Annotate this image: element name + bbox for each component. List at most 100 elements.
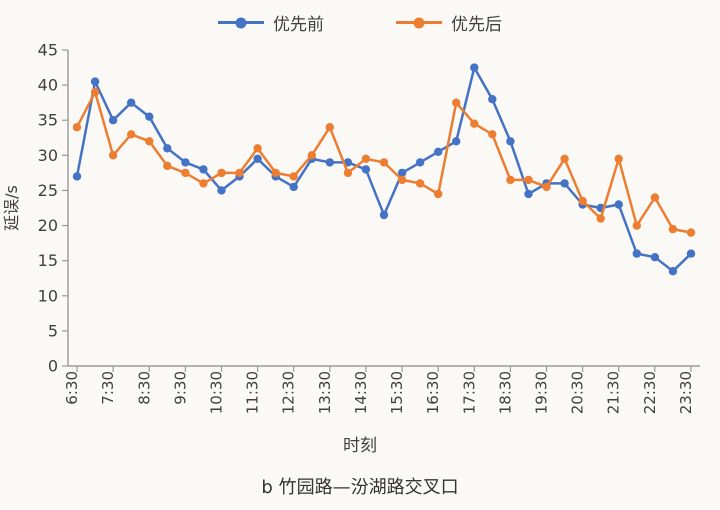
data-point-marker — [542, 182, 551, 192]
legend-item-after: 优先后 — [396, 10, 502, 35]
x-tick-label: 21:30 — [605, 371, 623, 414]
data-point-marker — [452, 98, 461, 107]
x-tick-label: 6:30 — [63, 371, 81, 405]
data-point-marker — [397, 175, 407, 185]
y-tick-label: 5 — [48, 321, 58, 340]
x-tick-label: 23:30 — [677, 371, 695, 414]
y-tick-label: 0 — [48, 357, 58, 376]
data-point-marker — [560, 154, 569, 163]
data-point-marker — [415, 179, 425, 188]
y-axis: 0 5 10 15 20 25 30 35 40 45 延误/s — [2, 41, 69, 376]
x-tick-label: 17:30 — [460, 371, 478, 414]
data-point-marker — [361, 165, 371, 174]
legend-label-before: 优先前 — [273, 15, 324, 35]
data-point-marker — [434, 147, 443, 156]
data-point-marker — [506, 137, 515, 146]
data-point-marker — [686, 249, 696, 258]
y-tick-label: 20 — [38, 216, 58, 235]
data-point-marker — [686, 228, 696, 237]
data-point-marker — [253, 144, 262, 153]
figure-caption: b 竹园路—汾湖路交叉口 — [261, 477, 459, 498]
data-point-marker — [488, 95, 497, 104]
x-tick-label: 14:30 — [352, 371, 370, 414]
data-point-marker — [307, 151, 316, 160]
data-point-marker — [253, 154, 262, 163]
data-point-marker — [560, 179, 569, 188]
data-point-marker — [90, 87, 100, 97]
x-tick-label: 19:30 — [533, 371, 551, 414]
y-tick-label: 35 — [38, 111, 58, 130]
data-point-marker — [72, 172, 82, 181]
data-point-marker — [668, 224, 678, 234]
data-point-marker — [127, 98, 136, 107]
data-point-marker — [506, 175, 515, 185]
data-point-marker — [145, 137, 154, 146]
data-point-marker — [452, 137, 461, 146]
data-point-marker — [470, 119, 479, 128]
data-point-marker — [578, 196, 587, 206]
data-point-marker — [289, 182, 298, 192]
x-tick-label: 11:30 — [244, 371, 262, 414]
data-point-marker — [632, 221, 641, 230]
data-point-marker — [524, 175, 533, 185]
chart-legend: 优先前 优先后 — [0, 10, 720, 35]
y-axis-title: 延误/s — [2, 185, 21, 231]
data-point-marker — [379, 158, 389, 167]
data-point-marker — [434, 189, 443, 199]
x-tick-label: 16:30 — [424, 371, 442, 414]
data-point-marker — [415, 158, 425, 167]
y-tick-label: 45 — [38, 41, 58, 60]
data-point-marker — [217, 168, 226, 178]
x-tick-label: 13:30 — [316, 371, 334, 414]
data-point-marker — [470, 63, 479, 72]
data-point-marker — [199, 179, 208, 188]
data-point-marker — [163, 161, 172, 171]
data-point-marker — [181, 158, 190, 167]
legend-line-dot-icon — [218, 17, 264, 28]
data-point-marker — [488, 130, 497, 139]
x-axis: 6:30 7:30 8:30 9:30 10:30 11:30 12:30 13:30 14:3… — [63, 365, 700, 414]
data-point-marker — [325, 123, 334, 132]
data-point-marker — [596, 214, 605, 223]
data-point-marker — [108, 151, 118, 160]
data-point-marker — [108, 116, 118, 125]
data-point-marker — [361, 154, 371, 163]
data-point-marker — [668, 267, 678, 276]
x-tick-label: 8:30 — [135, 371, 153, 405]
data-point-marker — [271, 168, 280, 178]
y-tick-label: 30 — [38, 146, 58, 165]
x-tick-label: 18:30 — [496, 371, 514, 414]
series-line-1 — [72, 87, 696, 237]
data-point-marker — [235, 168, 244, 178]
data-point-marker — [90, 77, 100, 86]
y-tick-label: 15 — [38, 251, 58, 270]
x-tick-label: 10:30 — [207, 371, 225, 414]
legend-item-before: 优先前 — [218, 10, 324, 35]
x-tick-label: 12:30 — [280, 371, 298, 414]
data-point-marker — [397, 168, 407, 178]
data-point-marker — [343, 168, 353, 178]
data-point-marker — [127, 130, 136, 139]
legend-label-after: 优先后 — [451, 15, 502, 35]
data-point-marker — [325, 158, 334, 167]
delay-line-chart: 0 5 10 15 20 25 30 35 40 45 延误/s 6:30 7:30 8:30 9:30 10… — [2, 41, 700, 414]
data-point-marker — [199, 165, 208, 174]
x-tick-label: 20:30 — [569, 371, 587, 414]
x-tick-label: 22:30 — [641, 371, 659, 414]
data-point-marker — [72, 123, 82, 132]
y-tick-label: 40 — [38, 76, 58, 95]
data-point-marker — [379, 210, 389, 220]
data-point-marker — [289, 172, 298, 181]
data-point-marker — [614, 154, 623, 163]
data-point-marker — [650, 253, 660, 262]
data-point-marker — [217, 186, 226, 195]
y-tick-label: 25 — [38, 181, 58, 200]
data-point-marker — [163, 144, 172, 153]
data-point-marker — [614, 200, 623, 209]
x-tick-label: 7:30 — [99, 371, 117, 405]
data-point-marker — [145, 112, 154, 121]
data-point-marker — [181, 168, 190, 178]
y-tick-label: 10 — [38, 286, 58, 305]
legend-line-dot-icon — [396, 17, 442, 28]
